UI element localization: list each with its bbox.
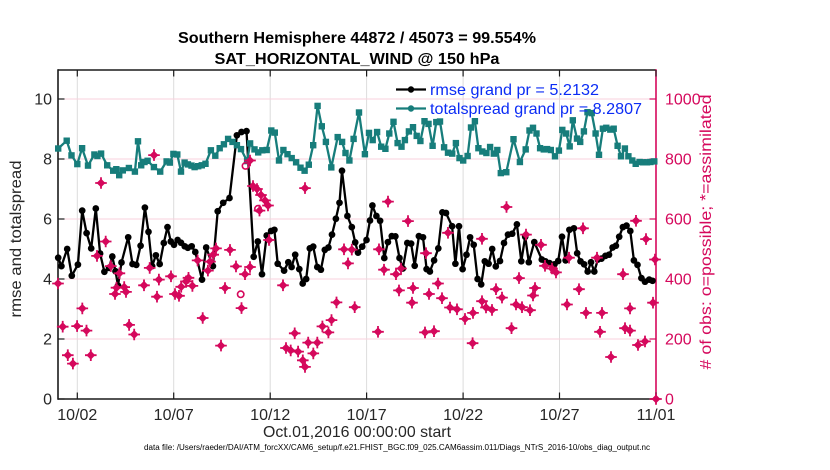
svg-text:400: 400 [665,272,692,289]
svg-text:data file: /Users/raeder/DAI/A: data file: /Users/raeder/DAI/ATM_forcXX/… [144,443,650,452]
svg-text:10/17: 10/17 [347,407,387,424]
svg-text:200: 200 [665,332,692,349]
svg-text:0: 0 [43,392,52,409]
svg-text:10/02: 10/02 [57,407,97,424]
svg-text:11/01: 11/01 [637,407,676,424]
svg-text:SAT_HORIZONTAL_WIND @ 150 hPa: SAT_HORIZONTAL_WIND @ 150 hPa [215,51,500,68]
svg-text:Southern Hemisphere 44872 / 45: Southern Hemisphere 44872 / 45073 = 99.5… [178,30,536,47]
svg-text:Oct.01,2016 00:00:00 start: Oct.01,2016 00:00:00 start [263,424,452,441]
svg-text:10/07: 10/07 [154,407,194,424]
svg-text:10: 10 [34,92,52,109]
svg-text:totalspread grand pr = 8.2807: totalspread grand pr = 8.2807 [430,101,642,118]
svg-text:8: 8 [43,152,52,169]
svg-text:4: 4 [43,272,52,289]
svg-text:600: 600 [665,212,692,229]
svg-text:rmse and totalspread: rmse and totalspread [8,161,25,318]
svg-text:2: 2 [43,332,52,349]
svg-text:800: 800 [665,152,692,169]
svg-text:10/27: 10/27 [539,407,579,424]
svg-text:1000: 1000 [665,92,701,109]
svg-text:0: 0 [665,392,674,409]
svg-text:10/12: 10/12 [250,407,290,424]
svg-text:# of obs: o=possible; *=assimi: # of obs: o=possible; *=assimilated [698,95,715,370]
svg-text:rmse grand pr = 5.2132: rmse grand pr = 5.2132 [430,82,599,99]
svg-text:10/22: 10/22 [443,407,483,424]
svg-text:6: 6 [43,212,52,229]
